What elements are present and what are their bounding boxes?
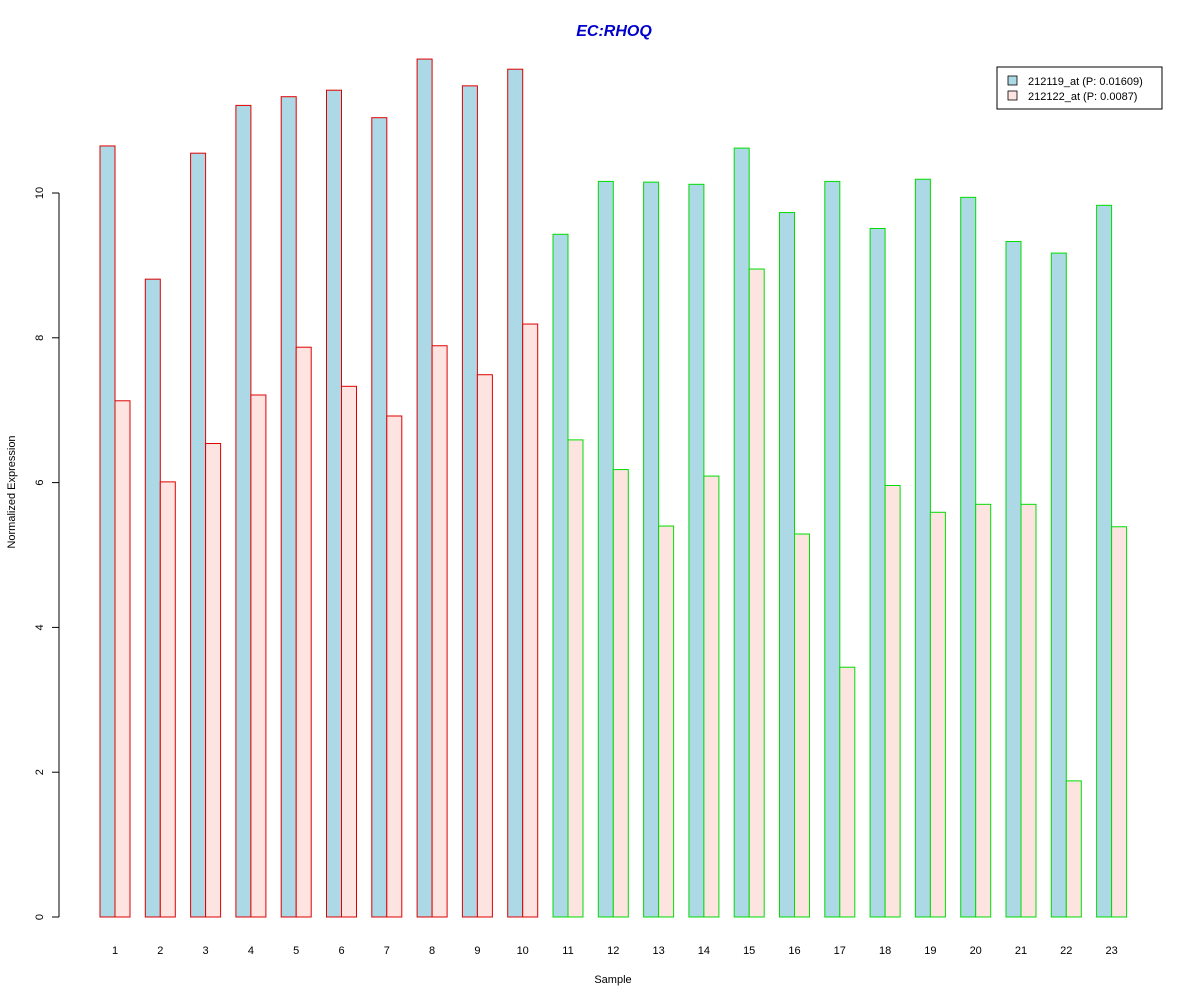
bar-series-2-sample-23 (1111, 526, 1128, 918)
x-axis-label: Sample (594, 974, 631, 986)
bar-series-2-sample-21 (1020, 503, 1037, 918)
bar-series-1-sample-11 (552, 233, 569, 918)
bar-series-2-sample-9 (476, 374, 493, 918)
bar-series-1-sample-20 (960, 196, 977, 918)
x-tick-label: 2 (157, 945, 163, 957)
bar-series-2-sample-22 (1065, 780, 1082, 918)
y-axis-tick-label: 0 (34, 914, 46, 920)
bar-series-1-sample-8 (416, 58, 433, 918)
bar-series-1-sample-12 (597, 180, 614, 918)
bar-series-1-sample-17 (824, 180, 841, 918)
bar-series-1-sample-10 (507, 68, 524, 918)
y-axis: 0 2 4 6 8 10 (34, 187, 60, 920)
legend-swatch-212119-at (1007, 75, 1018, 86)
x-tick-label: 4 (248, 945, 254, 957)
x-tick-label: 1 (112, 945, 118, 957)
y-axis-tick-label: 4 (34, 624, 46, 630)
x-tick-label: 3 (203, 945, 209, 957)
x-tick-label: 19 (924, 945, 936, 957)
legend-label-212122-at: 212122_at (P: 0.0087) (1028, 91, 1137, 103)
y-axis-tick-label: 2 (34, 769, 46, 775)
x-tick-label: 23 (1105, 945, 1117, 957)
x-tick-label: 12 (607, 945, 619, 957)
bar-series-2-sample-20 (975, 503, 992, 918)
bar-series-2-sample-8 (431, 345, 448, 918)
bar-series-2-sample-15 (748, 268, 765, 918)
bar-series-2-sample-18 (884, 484, 901, 918)
bar-series-1-sample-4 (235, 104, 252, 918)
x-tick-label: 21 (1015, 945, 1027, 957)
bar-series-1-sample-23 (1096, 204, 1113, 918)
x-tick-label: 22 (1060, 945, 1072, 957)
bar-series-2-sample-19 (929, 511, 946, 918)
y-axis-tick-label: 8 (34, 335, 46, 341)
bar-series-2-sample-7 (386, 415, 403, 918)
bar-series-1-sample-7 (371, 117, 388, 918)
bar-series-2-sample-16 (794, 533, 810, 918)
bar-series-2-sample-1 (114, 400, 131, 918)
x-tick-label: 11 (562, 945, 573, 957)
bar-series-2-sample-11 (567, 439, 584, 918)
bar-series-2-sample-14 (703, 475, 720, 918)
legend-swatch-212122-at (1007, 90, 1018, 101)
x-tick-label: 16 (788, 945, 800, 957)
bar-series-2-sample-2 (159, 481, 176, 918)
bar-series-1-sample-16 (779, 212, 795, 918)
legend: 212119_at (P: 0.01609) 212122_at (P: 0.0… (996, 66, 1163, 110)
legend-label-212119-at: 212119_at (P: 0.01609) (1028, 76, 1143, 88)
x-axis-tick-labels: 1 2 3 4 5 6 7 8 9 10 11 12 13 14 15 16 17 18 19 20 21 22 23 (112, 945, 1118, 957)
y-axis-tick-label: 10 (34, 187, 46, 199)
x-tick-label: 9 (474, 945, 480, 957)
bar-series-1-sample-5 (280, 96, 297, 918)
bar-series-1-sample-14 (688, 183, 705, 918)
bar-series-2-sample-13 (658, 525, 675, 918)
bar-series-1-sample-6 (326, 89, 342, 918)
x-tick-label: 18 (879, 945, 891, 957)
bar-series-2-sample-17 (839, 666, 856, 918)
bar-series-1-sample-13 (643, 181, 660, 918)
bar-series-1-sample-21 (1005, 241, 1022, 918)
bar-series-1-sample-22 (1050, 252, 1067, 918)
bar-series-2-sample-3 (205, 443, 222, 918)
bar-series-1-sample-3 (190, 152, 207, 918)
x-tick-label: 7 (384, 945, 390, 957)
bar-series-2-sample-4 (250, 394, 267, 918)
x-tick-label: 17 (834, 945, 846, 957)
x-tick-label: 15 (743, 945, 755, 957)
bar-series-1-sample-9 (461, 85, 478, 918)
bars-group (99, 58, 1128, 918)
bar-series-2-sample-10 (522, 323, 539, 918)
bar-series-1-sample-2 (144, 278, 161, 918)
x-tick-label: 13 (652, 945, 664, 957)
y-axis-label: Normalized Expression (6, 435, 18, 548)
x-tick-label: 14 (698, 945, 710, 957)
bar-series-1-sample-1 (99, 145, 116, 918)
bar-series-2-sample-5 (295, 346, 312, 918)
chart-title: EC:RHOQ (576, 23, 652, 40)
bar-series-1-sample-19 (914, 178, 931, 918)
bar-series-2-sample-12 (612, 469, 629, 918)
x-tick-label: 6 (338, 945, 344, 957)
bar-series-2-sample-6 (341, 385, 357, 918)
x-tick-label: 20 (970, 945, 982, 957)
x-tick-label: 10 (517, 945, 529, 957)
x-tick-label: 5 (293, 945, 299, 957)
bar-series-1-sample-15 (733, 147, 750, 918)
x-tick-label: 8 (429, 945, 435, 957)
legend-box (996, 66, 1163, 110)
bar-series-1-sample-18 (869, 227, 886, 918)
y-axis-tick-label: 6 (34, 480, 46, 486)
